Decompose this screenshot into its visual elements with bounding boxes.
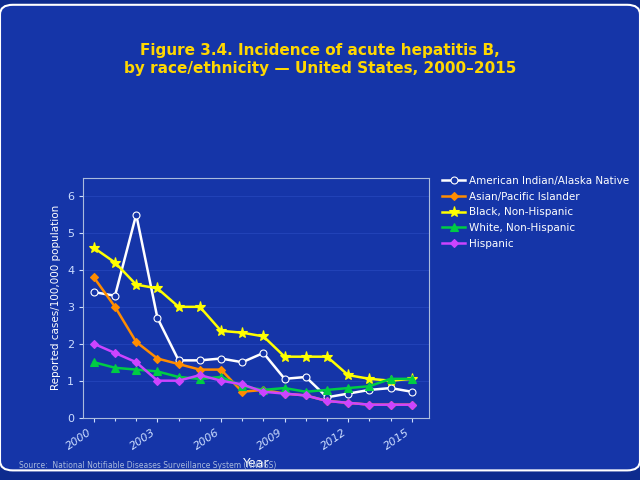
- American Indian/Alaska Native: [111, 293, 119, 299]
- Asian/Pacific Islander: [111, 304, 119, 310]
- American Indian/Alaska Native: [408, 389, 415, 395]
- American Indian/Alaska Native: [238, 360, 246, 365]
- White, Non-Hispanic: [154, 369, 161, 374]
- White, Non-Hispanic: [260, 387, 268, 393]
- White, Non-Hispanic: [344, 385, 352, 391]
- American Indian/Alaska Native: [154, 315, 161, 321]
- Hispanic: [90, 341, 98, 347]
- Hispanic: [344, 400, 352, 406]
- Black, Non-Hispanic: [132, 282, 140, 288]
- Black, Non-Hispanic: [196, 304, 204, 310]
- White, Non-Hispanic: [111, 365, 119, 371]
- American Indian/Alaska Native: [323, 395, 331, 400]
- American Indian/Alaska Native: [260, 350, 268, 356]
- Asian/Pacific Islander: [238, 389, 246, 395]
- Asian/Pacific Islander: [217, 367, 225, 372]
- American Indian/Alaska Native: [217, 356, 225, 361]
- Hispanic: [365, 402, 373, 408]
- Hispanic: [132, 360, 140, 365]
- White, Non-Hispanic: [90, 360, 98, 365]
- Line: Hispanic: Hispanic: [91, 341, 415, 408]
- FancyBboxPatch shape: [0, 5, 640, 470]
- Asian/Pacific Islander: [281, 391, 289, 396]
- Legend: American Indian/Alaska Native, Asian/Pacific Islander, Black, Non-Hispanic, Whit: American Indian/Alaska Native, Asian/Pac…: [439, 173, 632, 252]
- Asian/Pacific Islander: [90, 275, 98, 280]
- Black, Non-Hispanic: [260, 334, 268, 339]
- White, Non-Hispanic: [238, 384, 246, 389]
- Asian/Pacific Islander: [302, 393, 310, 398]
- Line: White, Non-Hispanic: White, Non-Hispanic: [90, 358, 416, 396]
- American Indian/Alaska Native: [90, 289, 98, 295]
- White, Non-Hispanic: [175, 374, 182, 380]
- Hispanic: [196, 372, 204, 378]
- Black, Non-Hispanic: [217, 328, 225, 334]
- Text: Source:  National Notifiable Diseases Surveillance System (NNDSS): Source: National Notifiable Diseases Sur…: [19, 461, 276, 470]
- White, Non-Hispanic: [365, 384, 373, 389]
- Asian/Pacific Islander: [387, 402, 394, 408]
- White, Non-Hispanic: [408, 376, 415, 382]
- American Indian/Alaska Native: [302, 374, 310, 380]
- Line: Black, Non-Hispanic: Black, Non-Hispanic: [88, 242, 417, 386]
- Hispanic: [260, 389, 268, 395]
- Black, Non-Hispanic: [111, 260, 119, 265]
- Hispanic: [238, 382, 246, 387]
- American Indian/Alaska Native: [132, 212, 140, 217]
- Black, Non-Hispanic: [154, 286, 161, 291]
- White, Non-Hispanic: [196, 376, 204, 382]
- Hispanic: [323, 398, 331, 404]
- Black, Non-Hispanic: [387, 378, 394, 384]
- American Indian/Alaska Native: [387, 385, 394, 391]
- Hispanic: [175, 378, 182, 384]
- Hispanic: [217, 378, 225, 384]
- Hispanic: [302, 393, 310, 398]
- Asian/Pacific Islander: [260, 387, 268, 393]
- Asian/Pacific Islander: [408, 402, 415, 408]
- White, Non-Hispanic: [387, 376, 394, 382]
- Y-axis label: Reported cases/100,000 population: Reported cases/100,000 population: [51, 205, 61, 390]
- Black, Non-Hispanic: [281, 354, 289, 360]
- Asian/Pacific Islander: [154, 356, 161, 361]
- Black, Non-Hispanic: [344, 372, 352, 378]
- Hispanic: [111, 350, 119, 356]
- Black, Non-Hispanic: [238, 330, 246, 336]
- Hispanic: [154, 378, 161, 384]
- Black, Non-Hispanic: [323, 354, 331, 360]
- Black, Non-Hispanic: [90, 245, 98, 251]
- American Indian/Alaska Native: [365, 387, 373, 393]
- Asian/Pacific Islander: [365, 402, 373, 408]
- Text: Figure 3.4. Incidence of acute hepatitis B,
by race/ethnicity — United States, 2: Figure 3.4. Incidence of acute hepatitis…: [124, 43, 516, 75]
- White, Non-Hispanic: [132, 367, 140, 372]
- White, Non-Hispanic: [323, 387, 331, 393]
- X-axis label: Year: Year: [243, 457, 269, 470]
- Asian/Pacific Islander: [196, 367, 204, 372]
- Black, Non-Hispanic: [175, 304, 182, 310]
- White, Non-Hispanic: [302, 389, 310, 395]
- Asian/Pacific Islander: [344, 400, 352, 406]
- White, Non-Hispanic: [281, 385, 289, 391]
- Black, Non-Hispanic: [365, 376, 373, 382]
- Line: American Indian/Alaska Native: American Indian/Alaska Native: [90, 211, 415, 401]
- American Indian/Alaska Native: [196, 358, 204, 363]
- Black, Non-Hispanic: [408, 376, 415, 382]
- Asian/Pacific Islander: [175, 361, 182, 367]
- White, Non-Hispanic: [217, 374, 225, 380]
- American Indian/Alaska Native: [281, 376, 289, 382]
- American Indian/Alaska Native: [175, 358, 182, 363]
- Hispanic: [387, 402, 394, 408]
- Line: Asian/Pacific Islander: Asian/Pacific Islander: [91, 275, 415, 408]
- Hispanic: [281, 391, 289, 396]
- Hispanic: [408, 402, 415, 408]
- Black, Non-Hispanic: [302, 354, 310, 360]
- Asian/Pacific Islander: [132, 339, 140, 345]
- American Indian/Alaska Native: [344, 391, 352, 396]
- Asian/Pacific Islander: [323, 398, 331, 404]
